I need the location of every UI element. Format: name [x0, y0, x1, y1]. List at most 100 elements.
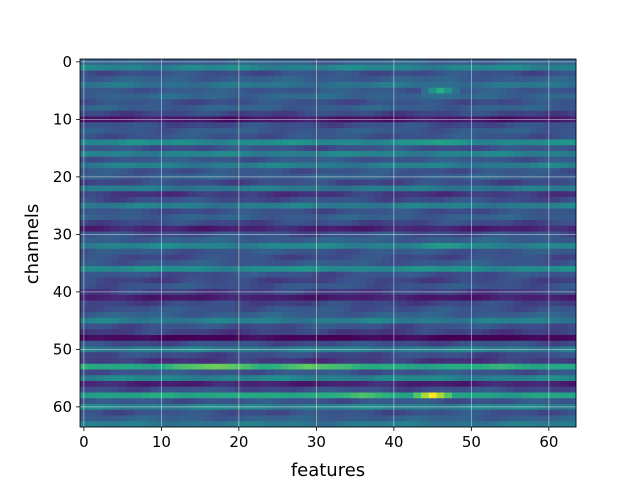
heatmap-cell — [335, 145, 344, 152]
heatmap-cell — [374, 283, 383, 290]
heatmap-cell — [266, 409, 275, 416]
heatmap-cell — [242, 76, 251, 83]
heatmap-cell — [514, 363, 523, 370]
heatmap-cell — [142, 369, 151, 376]
heatmap-cell — [320, 375, 329, 382]
heatmap-cell — [374, 363, 383, 370]
heatmap-cell — [328, 185, 337, 192]
heatmap-cell — [134, 254, 143, 261]
heatmap-cell — [103, 415, 112, 422]
heatmap-cell — [560, 237, 569, 244]
heatmap-cell — [475, 277, 484, 284]
heatmap-cell — [134, 358, 143, 365]
heatmap-cell — [413, 392, 422, 399]
heatmap-cell — [173, 294, 182, 301]
heatmap-cell — [320, 248, 329, 255]
y-tick-label: 30 — [53, 225, 72, 243]
heatmap-cell — [219, 352, 228, 359]
heatmap-cell — [452, 151, 461, 158]
heatmap-cell — [475, 87, 484, 94]
heatmap-cell — [266, 151, 275, 158]
heatmap-cell — [506, 375, 515, 382]
heatmap-cell — [111, 358, 120, 365]
heatmap-cell — [568, 64, 577, 71]
heatmap-cell — [126, 128, 135, 135]
heatmap-cell — [405, 179, 414, 186]
heatmap-cell — [374, 185, 383, 192]
heatmap-cell — [180, 294, 189, 301]
heatmap-cell — [134, 363, 143, 370]
heatmap-cell — [405, 87, 414, 94]
heatmap-cell — [196, 128, 205, 135]
heatmap-cell — [204, 162, 213, 169]
heatmap-cell — [560, 99, 569, 106]
heatmap-cell — [87, 243, 96, 250]
heatmap-cell — [180, 283, 189, 290]
heatmap-cell — [374, 122, 383, 129]
heatmap-cell — [490, 145, 499, 152]
heatmap-cell — [304, 363, 313, 370]
heatmap-cell — [552, 392, 561, 399]
heatmap-cell — [196, 191, 205, 198]
heatmap-cell — [475, 335, 484, 342]
heatmap-cell — [475, 363, 484, 370]
heatmap-cell — [537, 329, 546, 336]
heatmap-cell — [111, 214, 120, 221]
heatmap-cell — [242, 214, 251, 221]
heatmap-cell — [173, 139, 182, 146]
heatmap-cell — [126, 271, 135, 278]
heatmap-cell — [452, 87, 461, 94]
heatmap-cell — [436, 421, 445, 428]
heatmap-cell — [188, 168, 197, 175]
heatmap-cell — [444, 128, 453, 135]
heatmap-cell — [475, 110, 484, 117]
heatmap-cell — [134, 243, 143, 250]
heatmap-cell — [498, 340, 507, 347]
heatmap-cell — [351, 128, 360, 135]
heatmap-cell — [436, 156, 445, 163]
heatmap-cell — [204, 386, 213, 393]
heatmap-cell — [459, 254, 468, 261]
heatmap-cell — [428, 168, 437, 175]
heatmap-cell — [111, 352, 120, 359]
heatmap-cell — [521, 277, 530, 284]
heatmap-cell — [529, 386, 538, 393]
heatmap-cell — [204, 93, 213, 100]
heatmap-cell — [405, 392, 414, 399]
heatmap-cell — [250, 386, 259, 393]
heatmap-cell — [405, 421, 414, 428]
heatmap-cell — [180, 323, 189, 330]
heatmap-cell — [281, 358, 290, 365]
heatmap-cell — [134, 300, 143, 307]
heatmap-cell — [289, 386, 298, 393]
heatmap-cell — [118, 381, 127, 388]
heatmap-cell — [529, 317, 538, 324]
heatmap-cell — [428, 271, 437, 278]
heatmap-cell — [343, 248, 352, 255]
heatmap-cell — [103, 363, 112, 370]
heatmap-cell — [428, 208, 437, 215]
heatmap-cell — [374, 329, 383, 336]
heatmap-cell — [483, 329, 492, 336]
heatmap-cell — [529, 352, 538, 359]
heatmap-cell — [227, 122, 236, 129]
heatmap-cell — [211, 220, 220, 227]
heatmap-cell — [165, 202, 174, 209]
heatmap-cell — [351, 352, 360, 359]
heatmap-cell — [521, 317, 530, 324]
heatmap-cell — [142, 352, 151, 359]
heatmap-cell — [444, 398, 453, 405]
heatmap-cell — [444, 329, 453, 336]
heatmap-cell — [281, 363, 290, 370]
heatmap-cell — [87, 294, 96, 301]
heatmap-cell — [180, 381, 189, 388]
heatmap-cell — [436, 145, 445, 152]
heatmap-cell — [444, 162, 453, 169]
heatmap-cell — [188, 306, 197, 313]
heatmap-cell — [568, 168, 577, 175]
heatmap-cell — [514, 306, 523, 313]
heatmap-cell — [328, 87, 337, 94]
heatmap-cell — [134, 214, 143, 221]
heatmap-cell — [475, 168, 484, 175]
